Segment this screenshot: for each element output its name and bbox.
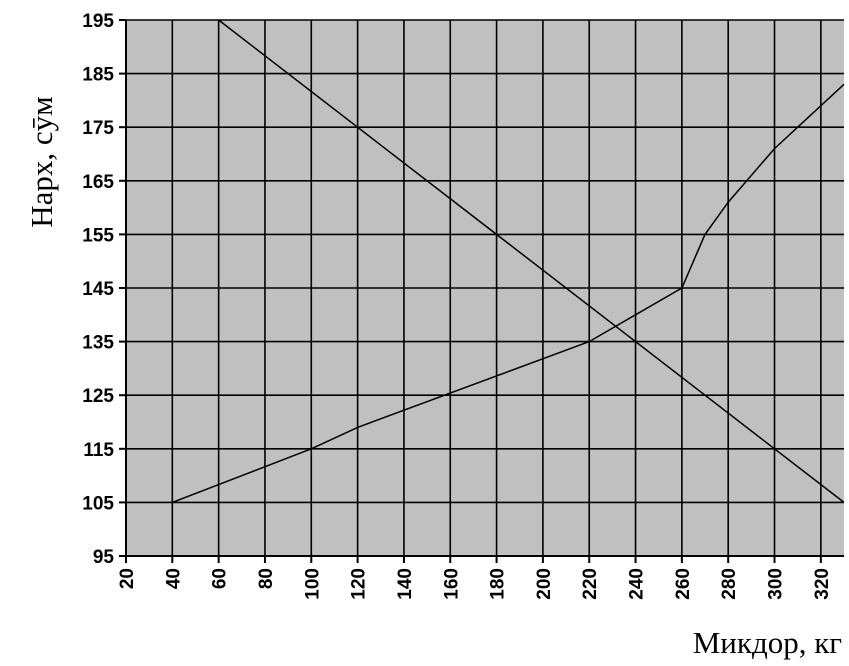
x-tick-label: 20 [117, 568, 138, 589]
y-tick-label: 145 [82, 279, 114, 300]
series-layer [172, 19, 845, 504]
grid-lines [125, 19, 844, 557]
x-tick-label: 60 [210, 568, 231, 589]
y-tick-label: 155 [82, 225, 114, 246]
x-tick-label: 180 [488, 568, 509, 600]
x-tick-labels: 20 40 60 80 100 120 140 160 180 200 220 240 260 280 30… [117, 568, 833, 600]
x-tick-label: 300 [766, 568, 787, 600]
x-tick-label: 100 [302, 568, 323, 600]
x-tick-label: 80 [256, 568, 277, 589]
x-tick-label: 160 [441, 568, 462, 600]
x-tick-label: 220 [580, 568, 601, 600]
y-tick-label: 135 [82, 333, 114, 354]
x-tick-label: 260 [673, 568, 694, 600]
y-tick-label: 95 [93, 547, 115, 568]
y-tick-label: 185 [82, 65, 114, 86]
x-tick-label: 240 [627, 568, 648, 600]
y-tick-label: 195 [82, 11, 114, 32]
x-tick-label: 140 [395, 568, 416, 600]
series-line-2 [172, 83, 845, 504]
x-tick-label: 40 [163, 568, 184, 589]
x-axis-title: Микдор, кг [693, 625, 842, 660]
y-axis-title: Нарх, сӯм [24, 96, 59, 228]
y-tick-label: 115 [83, 440, 114, 461]
y-tick-label: 165 [82, 172, 114, 193]
y-tick-labels: 95 105 115 125 135 145 155 165 175 185 195 [82, 11, 114, 568]
y-tick-label: 175 [82, 118, 114, 139]
series-line-1 [218, 19, 845, 503]
y-tick-label: 125 [82, 386, 114, 407]
x-tick-label: 120 [349, 568, 370, 600]
x-tick-label: 200 [534, 568, 555, 600]
y-tick-label: 105 [82, 493, 114, 514]
x-tick-label: 320 [812, 568, 833, 600]
axes [119, 19, 844, 563]
x-tick-label: 280 [719, 568, 740, 600]
